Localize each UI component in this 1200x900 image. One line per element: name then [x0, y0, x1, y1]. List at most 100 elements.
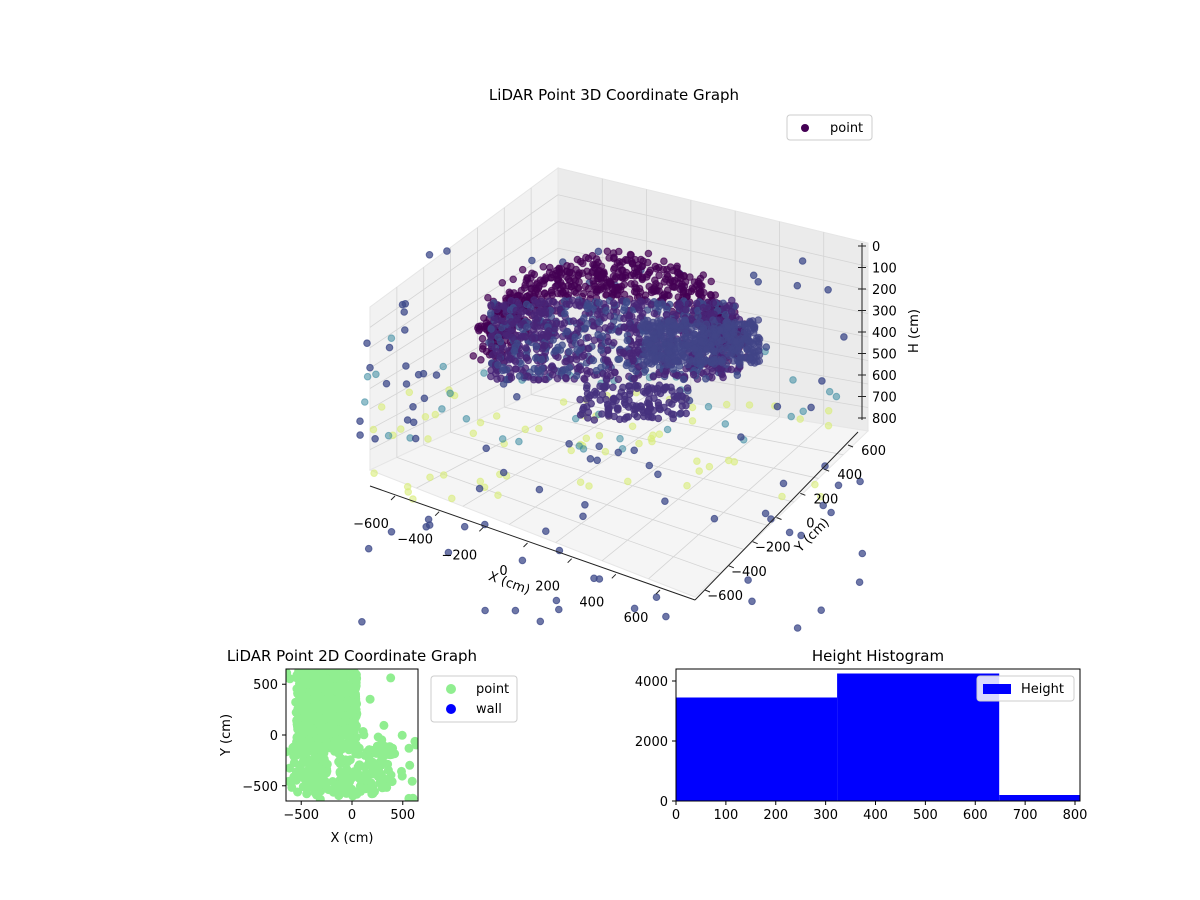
point-3d: [448, 494, 456, 503]
point-2d: [317, 699, 327, 709]
point-3d: [520, 284, 529, 292]
point-3d: [641, 291, 650, 300]
point-3d: [542, 527, 550, 536]
point-3d: [572, 372, 581, 380]
point-3d: [535, 424, 543, 433]
point-3d: [605, 409, 613, 418]
y-tick-label-2d: 500: [253, 678, 278, 693]
point-3d: [616, 434, 624, 443]
histogram-bars: [676, 673, 1080, 801]
point-3d: [575, 278, 583, 286]
point-2d: [377, 771, 387, 781]
point-3d: [653, 388, 662, 396]
point-3d: [696, 274, 705, 283]
point-3d: [779, 479, 788, 488]
point-3d: [811, 480, 819, 489]
point-3d: [595, 318, 604, 326]
point-3d: [622, 299, 631, 307]
y-tick-3d: [847, 444, 854, 448]
point-3d: [649, 373, 658, 381]
point-3d: [673, 262, 681, 271]
x-axis-label-3d: X (cm): [486, 569, 532, 598]
point-3d: [690, 344, 699, 353]
point-2d: [311, 692, 320, 702]
point-3d: [567, 446, 576, 455]
point-3d: [469, 429, 478, 438]
point-3d: [512, 365, 520, 373]
point-3d: [528, 333, 536, 342]
point-3d: [462, 415, 471, 423]
legend-label-point: point: [830, 121, 863, 136]
point-3d: [661, 497, 669, 506]
point-3d: [366, 363, 374, 372]
point-3d: [748, 597, 756, 606]
y-tick-label-2d: 0: [270, 729, 278, 744]
point-3d: [564, 275, 573, 284]
point-3d: [494, 491, 502, 500]
point-3d: [595, 431, 604, 440]
point-3d: [597, 273, 605, 282]
point-3d: [402, 362, 410, 370]
point-2d: [295, 692, 305, 702]
point-3d: [789, 376, 797, 384]
point-3d: [798, 257, 807, 265]
point-3d: [356, 431, 364, 439]
point-3d: [663, 425, 672, 434]
point-3d: [620, 290, 629, 299]
point-3d: [662, 612, 670, 621]
point-2d: [292, 715, 302, 725]
point-3d: [639, 321, 647, 329]
point-3d: [499, 302, 507, 310]
point-2d: [344, 669, 354, 676]
point-3d: [540, 299, 549, 307]
point-3d: [584, 333, 593, 342]
point-3d: [711, 332, 720, 340]
point-3d: [609, 299, 618, 307]
point-3d: [552, 319, 561, 328]
point-3d: [644, 407, 652, 416]
point-3d: [539, 263, 548, 271]
point-3d: [522, 300, 531, 309]
point-3d: [614, 327, 623, 335]
point-3d: [543, 333, 552, 341]
point-3d: [530, 296, 538, 304]
point-3d: [676, 387, 684, 395]
point-2d: [358, 727, 368, 736]
x-tick-label-3d: 600: [624, 611, 649, 626]
point-2d: [334, 725, 343, 735]
point-3d: [654, 470, 662, 479]
point-3d: [696, 281, 705, 290]
point-3d: [505, 288, 514, 297]
point-3d: [618, 258, 627, 266]
z-tick-label-3d: 300: [872, 305, 897, 320]
y-tick-3d: [728, 565, 735, 569]
point-3d: [754, 278, 763, 286]
point-3d: [497, 374, 505, 383]
point-2d: [292, 750, 301, 760]
point-3d: [628, 422, 637, 431]
point-2d: [315, 780, 325, 790]
point-3d: [494, 314, 502, 323]
point-3d: [606, 312, 615, 320]
chart-2d-title: LiDAR Point 2D Coordinate Graph: [227, 647, 477, 665]
point-3d: [540, 375, 549, 384]
point-3d: [827, 508, 835, 517]
point-2d: [320, 669, 330, 675]
point-3d: [562, 357, 571, 366]
point-3d: [560, 319, 569, 327]
point-3d: [652, 334, 660, 343]
point-3d: [614, 448, 623, 457]
point-2d: [335, 735, 345, 745]
point-3d: [498, 435, 507, 443]
point-3d: [733, 371, 742, 380]
point-3d: [553, 275, 562, 284]
point-3d: [664, 317, 673, 325]
legend-marker-wall-2d: [446, 704, 456, 714]
point-2d: [351, 670, 361, 680]
point-3d: [614, 286, 622, 294]
point-3d: [633, 264, 642, 273]
point-2d: [388, 743, 398, 753]
point-3d: [819, 501, 828, 510]
point-3d: [645, 323, 654, 332]
point-2d: [334, 791, 344, 801]
